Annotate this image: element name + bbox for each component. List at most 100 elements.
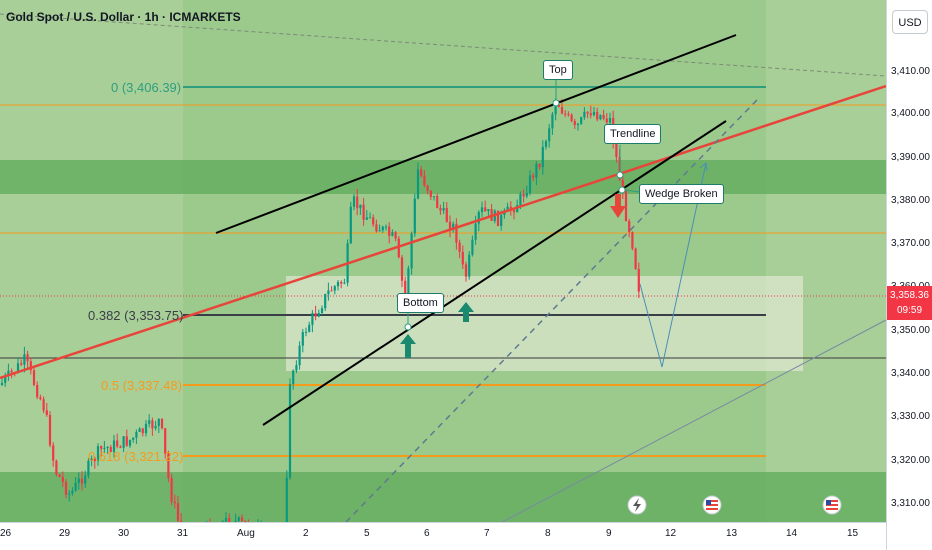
candle-body bbox=[36, 384, 39, 398]
projection-arrow-head bbox=[699, 162, 708, 172]
candle-body bbox=[381, 226, 384, 231]
top-marker bbox=[552, 99, 560, 107]
candle-body bbox=[224, 517, 228, 522]
long-diagonal-line bbox=[501, 319, 886, 522]
time-axis[interactable] bbox=[0, 522, 886, 550]
fib-0618-label: 0.618 (3,321.22) bbox=[88, 449, 184, 464]
fib-0382-label: 0.382 (3,353.75) bbox=[88, 308, 184, 323]
candle-body bbox=[125, 436, 128, 446]
price-label: 3,380.00 bbox=[891, 195, 930, 206]
candle-body bbox=[234, 520, 237, 522]
current-price-badge: 3,358.36 09:59 bbox=[887, 286, 932, 320]
candle-body bbox=[20, 363, 23, 365]
trendline-annotation[interactable]: Trendline bbox=[604, 124, 662, 144]
candle-body bbox=[39, 397, 42, 400]
candle-body bbox=[500, 214, 503, 226]
time-label: 9 bbox=[606, 528, 612, 539]
candle-body bbox=[525, 192, 528, 197]
bottom-annotation[interactable]: Bottom bbox=[397, 293, 444, 313]
candle-body bbox=[333, 286, 336, 291]
chart-area[interactable]: Gold Spot / U.S. Dollar · 1h · ICMARKETS… bbox=[0, 0, 886, 522]
candle-body bbox=[26, 354, 29, 362]
price-label: 3,410.00 bbox=[891, 66, 930, 77]
candle-body bbox=[93, 458, 96, 462]
time-label: Aug bbox=[237, 528, 255, 539]
us-flag-event-icon[interactable] bbox=[822, 495, 842, 515]
candle-body bbox=[343, 282, 346, 284]
candle-body bbox=[244, 520, 247, 522]
candle-body bbox=[240, 517, 244, 521]
wedge-upper-line bbox=[215, 34, 737, 234]
candle-body bbox=[452, 223, 455, 230]
price-axis[interactable] bbox=[886, 0, 932, 550]
time-label: 8 bbox=[545, 528, 551, 539]
candle-body bbox=[122, 436, 125, 448]
candle-body bbox=[100, 446, 103, 449]
candle-body bbox=[87, 460, 90, 476]
candle-body bbox=[548, 128, 551, 142]
candle-body bbox=[167, 453, 170, 478]
candle-body bbox=[586, 111, 589, 114]
candle-body bbox=[404, 280, 407, 298]
wedge-broken-marker bbox=[618, 186, 626, 194]
target-zone bbox=[286, 276, 803, 371]
candle-body bbox=[308, 324, 311, 332]
candle-body bbox=[477, 212, 480, 224]
up-arrow-icon bbox=[400, 334, 416, 358]
candle-body bbox=[336, 281, 340, 287]
time-label: 31 bbox=[177, 528, 189, 539]
candle-body bbox=[538, 163, 541, 168]
current-price-value: 3,358.36 bbox=[890, 290, 929, 301]
candle-body bbox=[528, 175, 532, 193]
candle-body bbox=[148, 420, 151, 424]
time-label: 12 bbox=[665, 528, 677, 539]
candle-body bbox=[557, 105, 560, 108]
candle-body bbox=[628, 221, 631, 233]
candle-body bbox=[228, 517, 231, 522]
candle-body bbox=[448, 221, 452, 230]
candle-body bbox=[32, 370, 36, 385]
time-label: 13 bbox=[726, 528, 738, 539]
candle-body bbox=[112, 440, 116, 452]
candle-body bbox=[372, 217, 375, 225]
candle-body bbox=[608, 117, 612, 123]
candle-body bbox=[458, 242, 461, 252]
price-chart[interactable] bbox=[0, 0, 886, 522]
candle-body bbox=[365, 217, 368, 220]
support-trendline bbox=[0, 84, 886, 380]
candle-body bbox=[52, 445, 55, 461]
candle-body bbox=[506, 206, 509, 211]
currency-button[interactable]: USD bbox=[892, 10, 928, 34]
candle-body bbox=[631, 232, 634, 249]
time-label: 6 bbox=[424, 528, 430, 539]
us-flag-event-icon[interactable] bbox=[702, 495, 722, 515]
candle-body bbox=[461, 251, 464, 265]
candle-body bbox=[237, 517, 240, 521]
candle-body bbox=[128, 439, 132, 446]
candle-body bbox=[624, 191, 628, 222]
candle-body bbox=[116, 440, 119, 447]
candle-body bbox=[573, 121, 576, 126]
candle-body bbox=[0, 382, 4, 385]
candle-body bbox=[304, 331, 308, 333]
time-label: 29 bbox=[59, 528, 71, 539]
candle-body bbox=[567, 114, 570, 116]
candle-body bbox=[599, 114, 602, 120]
flash-event-icon[interactable] bbox=[627, 495, 647, 515]
wedge-broken-annotation[interactable]: Wedge Broken bbox=[639, 184, 724, 204]
candle-body bbox=[324, 294, 327, 309]
top-annotation[interactable]: Top bbox=[543, 60, 573, 80]
price-label: 3,310.00 bbox=[891, 498, 930, 509]
time-label: 5 bbox=[364, 528, 370, 539]
candle-body bbox=[103, 447, 106, 449]
projection-path bbox=[639, 162, 707, 368]
candle-body bbox=[413, 198, 416, 234]
candle-body bbox=[480, 207, 484, 213]
candle-body bbox=[445, 208, 448, 222]
candle-body bbox=[487, 209, 490, 212]
candle-body bbox=[285, 477, 288, 522]
candle-body bbox=[426, 185, 429, 191]
candle-body bbox=[301, 332, 304, 346]
candle-body bbox=[397, 238, 400, 258]
candle-body bbox=[157, 418, 160, 426]
